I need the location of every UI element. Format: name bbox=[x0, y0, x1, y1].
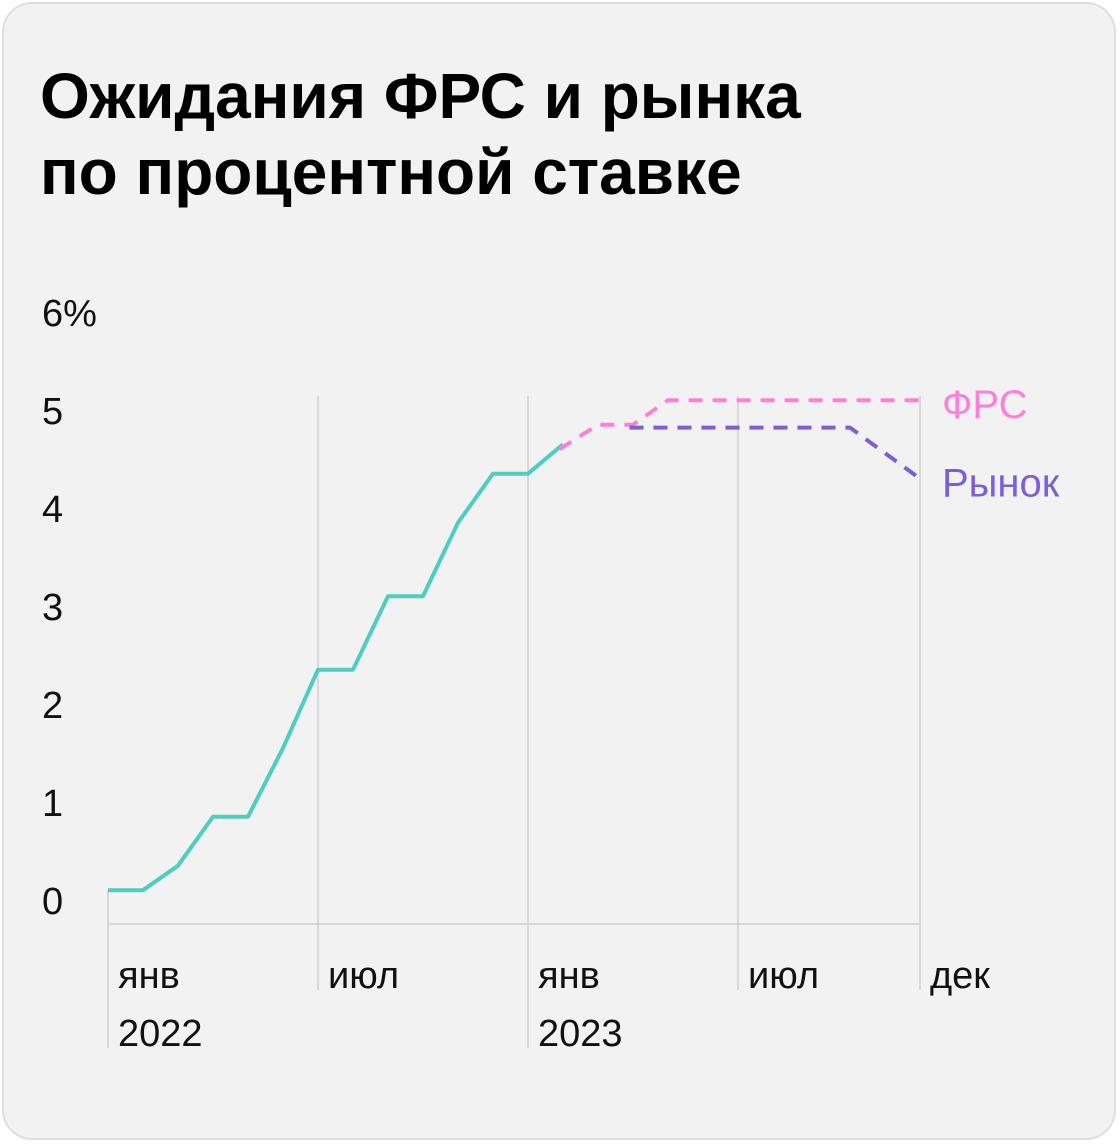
y-tick-label: 2 bbox=[42, 685, 63, 727]
x-axis-ticks: янв 2022 июл янв 2023 июл дек bbox=[118, 955, 990, 1055]
y-tick-label: 6% bbox=[42, 293, 97, 335]
x-tick-year-label: 2022 bbox=[118, 1013, 203, 1055]
x-tick-label: июл bbox=[328, 955, 399, 997]
x-gridlines bbox=[107, 396, 921, 1048]
x-tick-label: дек bbox=[930, 955, 990, 997]
x-tick-year-label: 2023 bbox=[538, 1013, 623, 1055]
series-line-market bbox=[629, 425, 922, 481]
series-line-actual bbox=[108, 442, 565, 893]
y-tick-label: 4 bbox=[42, 489, 63, 531]
chart-title: Ожидания ФРС и рынка по процентной ставк… bbox=[40, 58, 1040, 210]
x-tick-label: янв bbox=[118, 955, 180, 997]
series-labels: ФРС Рынок bbox=[942, 383, 1060, 505]
x-tick-label: июл bbox=[748, 955, 819, 997]
chart-title-line-1: Ожидания ФРС и рынка bbox=[40, 60, 801, 132]
y-tick-label: 0 bbox=[42, 881, 63, 923]
y-tick-label: 1 bbox=[42, 783, 63, 825]
y-axis-ticks: 6% 5 4 3 2 1 0 bbox=[42, 293, 97, 923]
series-lines bbox=[108, 398, 922, 893]
x-tick-label: янв bbox=[538, 955, 600, 997]
chart-title-line-2: по процентной ставке bbox=[40, 136, 742, 208]
series-label-fed: ФРС bbox=[942, 383, 1028, 427]
y-tick-label: 3 bbox=[42, 587, 63, 629]
series-line-fed bbox=[558, 398, 920, 451]
y-tick-label: 5 bbox=[42, 391, 63, 433]
series-label-market: Рынок bbox=[942, 462, 1060, 506]
